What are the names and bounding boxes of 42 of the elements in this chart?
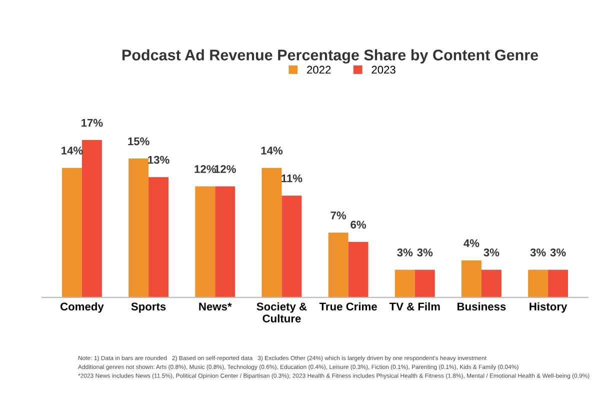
x-tick-label: TV & Film bbox=[389, 302, 440, 311]
bar bbox=[128, 158, 149, 298]
x-tick-label: Comedy bbox=[60, 302, 104, 313]
x-tick-label: Sports bbox=[131, 302, 166, 313]
bar bbox=[394, 270, 415, 298]
bar bbox=[481, 270, 502, 298]
bar bbox=[348, 242, 368, 298]
x-tick-label: True Crime bbox=[319, 302, 377, 311]
legend-label: 2022 bbox=[307, 66, 331, 74]
data-label: 15% bbox=[128, 137, 150, 146]
data-label: 4% bbox=[464, 239, 480, 248]
data-label: 11% bbox=[282, 174, 302, 182]
bar bbox=[328, 232, 348, 298]
bar bbox=[414, 270, 435, 298]
data-label: 3% bbox=[484, 248, 500, 256]
x-tick-label: Business bbox=[458, 302, 506, 311]
bar bbox=[148, 177, 169, 298]
x-tick-label: News* bbox=[199, 302, 232, 311]
bar bbox=[195, 186, 216, 298]
data-label: 13% bbox=[148, 156, 170, 164]
data-label: 7% bbox=[330, 212, 346, 220]
data-label: 3% bbox=[550, 248, 566, 256]
x-tick-label: History bbox=[530, 302, 568, 313]
chart-title: Podcast Ad Revenue Percentage Share by Content Genre bbox=[122, 49, 538, 64]
bar bbox=[62, 168, 82, 298]
bar bbox=[215, 186, 236, 298]
data-label: 3% bbox=[530, 248, 546, 256]
x-tick-label: Society & Culture bbox=[256, 302, 307, 322]
bar bbox=[461, 260, 482, 298]
data-label: 17% bbox=[82, 118, 103, 127]
bar bbox=[528, 270, 548, 298]
data-label: 12% bbox=[214, 165, 236, 174]
bar bbox=[548, 270, 568, 298]
data-label: 3% bbox=[417, 248, 433, 256]
bar bbox=[282, 196, 302, 298]
data-label: 3% bbox=[397, 248, 413, 256]
data-label: 12% bbox=[194, 165, 216, 174]
data-label: 14% bbox=[261, 146, 283, 154]
data-label: 6% bbox=[350, 220, 366, 229]
legend-label: 2023 bbox=[372, 66, 396, 74]
bar bbox=[82, 140, 102, 298]
bar bbox=[262, 168, 282, 298]
